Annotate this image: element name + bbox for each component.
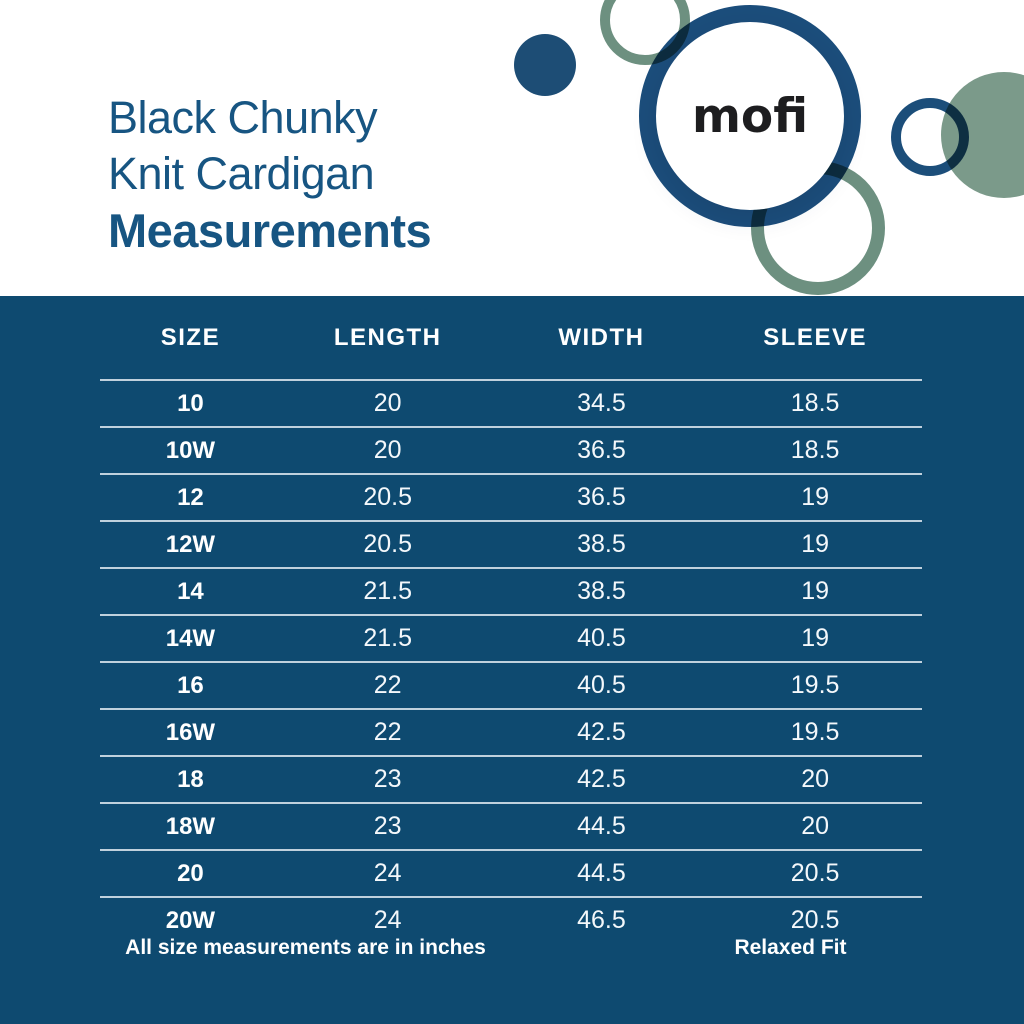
table-row: 18 23 42.5 20: [100, 755, 922, 802]
cell-length: 20: [373, 436, 402, 464]
cell-size: 20: [177, 859, 204, 887]
table-row: 20W 24 46.5 20.5: [100, 896, 922, 943]
fit-note: Relaxed Fit: [734, 936, 847, 959]
cell-width: 44.5: [577, 812, 626, 840]
cell-width: 36.5: [577, 483, 626, 511]
cell-width: 40.5: [577, 624, 626, 652]
cell-width: 38.5: [577, 577, 626, 605]
table-row: 16 22 40.5 19.5: [100, 661, 922, 708]
cell-sleeve: 19: [801, 577, 830, 605]
cell-length: 24: [373, 906, 402, 934]
table-row: 20 24 44.5 20.5: [100, 849, 922, 896]
table-row: 14W 21.5 40.5 19: [100, 614, 922, 661]
size-table: SIZE LENGTH WIDTH SLEEVE 10 20 34.5 18.5 10W…: [100, 296, 922, 943]
units-note: All size measurements are in inches: [125, 936, 486, 959]
header-size: SIZE: [160, 323, 221, 351]
cell-width: 44.5: [577, 859, 626, 887]
cell-width: 38.5: [577, 530, 626, 558]
cell-length: 20: [373, 389, 402, 417]
cell-sleeve: 20.5: [790, 859, 840, 887]
cell-width: 46.5: [577, 906, 626, 934]
table-row: 14 21.5 38.5 19: [100, 567, 922, 614]
table-row: 16W 22 42.5 19.5: [100, 708, 922, 755]
cell-size: 10: [177, 389, 204, 417]
cell-sleeve: 19: [801, 624, 830, 652]
cell-width: 42.5: [577, 718, 626, 746]
cell-size: 20W: [165, 906, 216, 934]
table-row: 12 20.5 36.5 19: [100, 473, 922, 520]
cell-width: 36.5: [577, 436, 626, 464]
cell-length: 21.5: [363, 577, 413, 605]
header-width: WIDTH: [558, 323, 645, 351]
header-length: LENGTH: [333, 323, 442, 351]
cell-size: 10W: [165, 436, 216, 464]
cell-length: 20.5: [363, 530, 413, 558]
cell-sleeve: 19.5: [790, 671, 840, 699]
cell-size: 12W: [165, 530, 216, 558]
cell-size: 18W: [165, 812, 216, 840]
cell-length: 23: [373, 765, 402, 793]
cell-sleeve: 18.5: [790, 389, 840, 417]
cell-width: 34.5: [577, 389, 626, 417]
cell-sleeve: 20: [801, 765, 830, 793]
cell-length: 22: [373, 671, 402, 699]
header-sleeve: SLEEVE: [763, 323, 867, 351]
cell-size: 16: [177, 671, 204, 699]
cell-sleeve: 19: [801, 483, 830, 511]
measurement-band: SIZE LENGTH WIDTH SLEEVE 10 20 34.5 18.5 10W…: [0, 296, 1024, 1024]
title-line-2: Knit Cardigan: [108, 148, 375, 199]
cell-sleeve: 18.5: [790, 436, 840, 464]
title-line-1: Black Chunky: [108, 92, 378, 143]
cell-sleeve: 20: [801, 812, 830, 840]
footer-notes: All size measurements are in inches Rela…: [100, 936, 922, 964]
table-body: 10 20 34.5 18.5 10W 20 36.5 18.5 12 20.5 36.5 19 12W…: [100, 379, 922, 943]
cell-length: 24: [373, 859, 402, 887]
cell-size: 14: [177, 577, 204, 605]
table-header-row: SIZE LENGTH WIDTH SLEEVE: [100, 296, 922, 379]
cell-sleeve: 19: [801, 530, 830, 558]
cell-sleeve: 20.5: [790, 906, 840, 934]
title-line-3: Measurements: [108, 204, 432, 257]
page-title: Black Chunky Knit Cardigan Measurements: [108, 90, 432, 260]
cell-width: 42.5: [577, 765, 626, 793]
cell-sleeve: 19.5: [790, 718, 840, 746]
cell-size: 12: [177, 483, 204, 511]
table-row: 10W 20 36.5 18.5: [100, 426, 922, 473]
cell-length: 23: [373, 812, 402, 840]
brand-logo-ring: [639, 5, 861, 227]
table-row: 18W 23 44.5 20: [100, 802, 922, 849]
cell-length: 22: [373, 718, 402, 746]
cell-size: 16W: [165, 718, 216, 746]
table-row: 12W 20.5 38.5 19: [100, 520, 922, 567]
cell-width: 40.5: [577, 671, 626, 699]
cell-length: 20.5: [363, 483, 413, 511]
decorative-blue-ring-right: [891, 98, 969, 176]
hero-section: mofi Black Chunky Knit Cardigan Measurem…: [0, 0, 1024, 296]
cell-size: 18: [177, 765, 204, 793]
cell-size: 14W: [165, 624, 216, 652]
decorative-blue-dot: [514, 34, 576, 96]
cell-length: 21.5: [363, 624, 413, 652]
table-row: 10 20 34.5 18.5: [100, 379, 922, 426]
